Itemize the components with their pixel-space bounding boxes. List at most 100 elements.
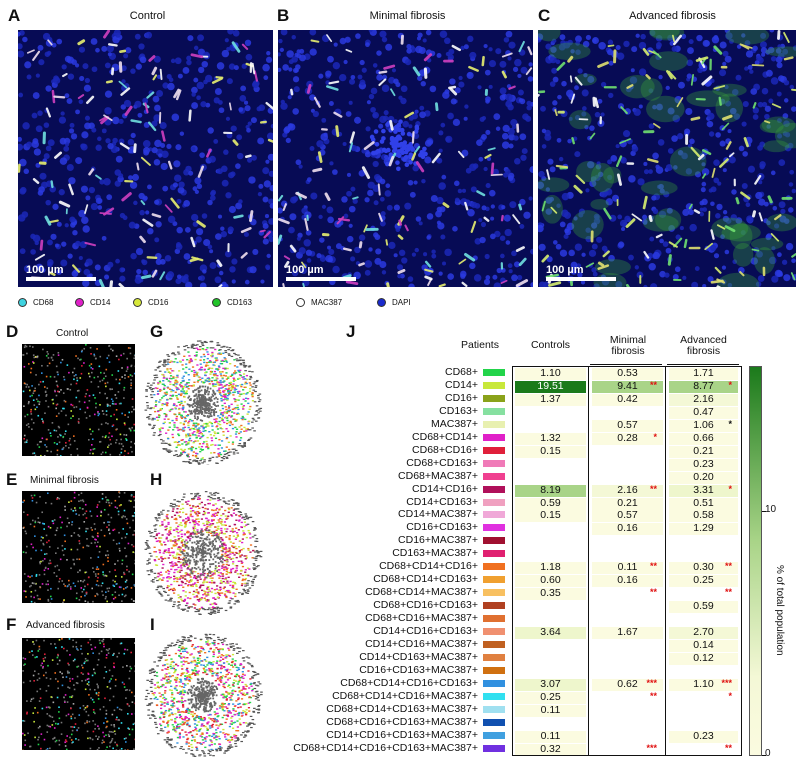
cell-value: 2.16 [617, 483, 638, 496]
row-label: CD16+CD163+ [406, 521, 478, 534]
cell-value: 1.18 [540, 561, 561, 574]
table-cell: 0.30 ** [669, 561, 738, 575]
heatmap-colorbar [749, 366, 762, 756]
cell-value: 1.67 [617, 626, 638, 638]
cell-value: 0.30 [693, 561, 714, 574]
colorbar-tick [762, 511, 766, 512]
cluster-plot-advanced [138, 632, 266, 758]
table-cell [515, 718, 586, 730]
marker-legend: CD68 CD14 CD16 CD163 MAC387 DAPI [0, 298, 540, 318]
significance-stars: ** [649, 561, 657, 572]
row-label: CD68+CD163+ [406, 456, 478, 469]
table-cell [515, 653, 586, 665]
row-label: CD68+CD16+CD163+MAC387+ [326, 715, 478, 728]
cd14-dot-icon [75, 298, 84, 307]
table-cell: 1.32 [515, 432, 586, 445]
panel-a-title: Control [129, 10, 166, 22]
table-cell [515, 420, 586, 432]
cell-value: 0.21 [617, 496, 638, 509]
cell-value: 1.10 [540, 367, 561, 379]
table-cell: 1.06 * [669, 418, 738, 432]
cell-value: 0.58 [693, 509, 714, 522]
table-cell: 2.16 [669, 393, 738, 406]
micrograph-minimal-fibrosis: 100 µm [278, 30, 533, 287]
row-label: CD14+CD163+ [406, 495, 478, 508]
row-color-swatch [483, 537, 505, 545]
significance-stars: *** [646, 742, 657, 753]
row-color-swatch [483, 666, 505, 674]
table-cell [592, 731, 663, 743]
table-cell [515, 549, 586, 561]
table-cell [515, 459, 586, 471]
panel-letter-d: D [6, 322, 19, 341]
table-cell [669, 549, 738, 561]
row-color-swatch [483, 433, 505, 441]
significance-stars: ** [649, 483, 657, 494]
cell-value: 0.66 [693, 431, 714, 444]
cell-value: 3.64 [540, 626, 561, 638]
cell-value: 3.31 [693, 483, 714, 496]
table-cell: 2.70 [669, 626, 738, 639]
row-label: CD16+MAC387+ [398, 534, 478, 547]
table-cell: 0.32 [515, 743, 586, 756]
table-border [667, 364, 739, 365]
table-cell: 0.51 [669, 497, 738, 510]
significance-stars: * [728, 379, 732, 390]
row-label: CD68+CD14+CD16+ [379, 560, 478, 573]
col-header-advanced: Advanced fibrosis [680, 334, 727, 357]
table-cell [592, 601, 663, 613]
cell-value: 8.77 [693, 379, 714, 392]
table-cell [592, 536, 663, 548]
cell-value: 0.16 [617, 522, 638, 535]
mac387-dot-icon [296, 298, 305, 307]
cell-value: 0.42 [617, 392, 638, 405]
table-border [665, 366, 666, 756]
segmentation-map-control [22, 344, 135, 456]
row-color-swatch [483, 550, 505, 558]
row-label: CD68+CD14+CD163+MAC387+ [326, 702, 478, 715]
table-cell: ** [669, 742, 738, 756]
cd16-dot-icon [133, 298, 142, 307]
table-cell [669, 666, 738, 678]
cell-value: 9.41 [617, 379, 638, 392]
cell-value: 0.11 [540, 703, 561, 716]
significance-stars: ** [724, 742, 732, 753]
row-label: CD68+CD14+ [412, 430, 478, 443]
table-cell [515, 601, 586, 613]
row-label: CD68+MAC387+ [398, 469, 478, 482]
table-cell: 2.16 ** [592, 483, 663, 497]
table-cell: ** [592, 691, 663, 704]
row-label: CD68+CD14+CD16+CD163+MAC387+ [293, 741, 478, 754]
cell-value: 19.51 [537, 379, 564, 392]
table-cell [592, 640, 663, 652]
table-cell [669, 705, 738, 717]
cell-value: 1.06 [693, 418, 714, 431]
table-cell: ** [669, 587, 738, 600]
cell-value: 0.21 [693, 444, 714, 457]
cell-value: 0.11 [617, 561, 638, 574]
micrograph-advanced-fibrosis: 100 µm [538, 30, 796, 287]
table-cell: 1.29 [669, 522, 738, 536]
cell-value: 0.15 [540, 444, 561, 457]
row-color-swatch [483, 459, 505, 467]
table-cell [592, 653, 663, 665]
table-cell: 1.37 [515, 393, 586, 406]
table-cell: 0.66 [669, 431, 738, 445]
panel-letter-c: C [538, 6, 551, 25]
significance-stars: * [728, 690, 732, 701]
cell-value: 0.59 [540, 496, 561, 509]
table-cell: 0.11 [515, 730, 586, 743]
table-cell: 19.51 [515, 379, 586, 393]
table-cell: 0.14 [669, 639, 738, 652]
table-cell [592, 718, 663, 730]
cluster-plot-control [138, 340, 266, 466]
table-cell: 0.60 [515, 574, 586, 588]
table-cell: 0.53 [592, 367, 663, 380]
legend-item-cd163: CD163 [212, 298, 252, 307]
table-cell: 1.71 [669, 367, 738, 380]
cell-value: 0.12 [693, 651, 714, 664]
cell-value: 0.62 [617, 677, 638, 690]
significance-stars: * [653, 431, 657, 442]
col-header-controls: Controls [530, 339, 571, 351]
